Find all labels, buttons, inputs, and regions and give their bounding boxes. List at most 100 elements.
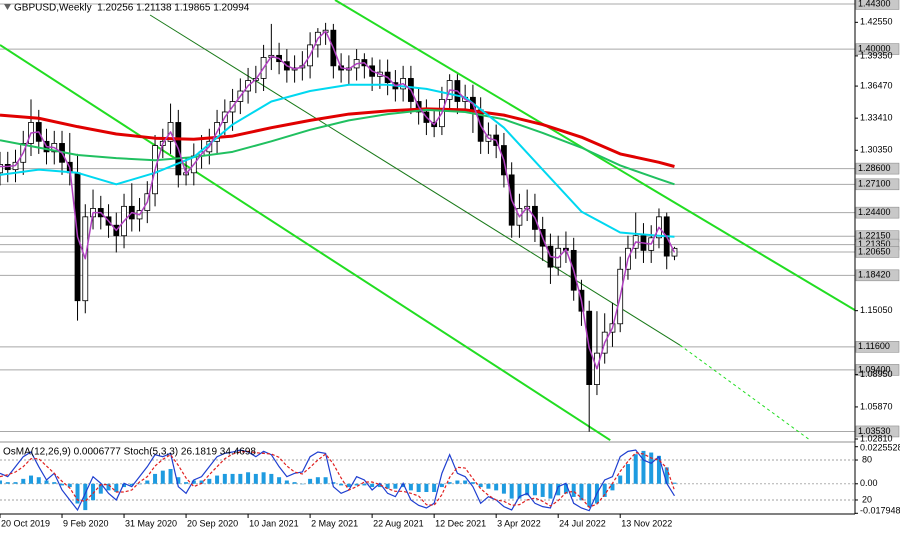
level-label: 1.44300 — [858, 0, 891, 8]
osma-bar — [308, 478, 313, 484]
osma-bar — [207, 478, 212, 484]
y-tick-label: 1.33410 — [860, 113, 893, 123]
osma-bar — [370, 483, 375, 488]
level-box — [855, 162, 900, 175]
osma-bar — [439, 483, 444, 488]
x-tick-label: 10 Jan 2021 — [249, 518, 299, 528]
osma-bar — [145, 480, 150, 484]
level-label: 1.40000 — [858, 43, 891, 53]
osma-bar — [168, 468, 173, 484]
level-box — [855, 178, 900, 191]
osma-bar — [517, 483, 522, 499]
level-box — [855, 341, 900, 353]
osma-bar — [277, 477, 282, 484]
level-box — [855, 0, 900, 10]
x-tick-label: 20 Oct 2019 — [1, 518, 50, 528]
x-tick-label: 31 May 2020 — [125, 518, 177, 528]
level-label: 1.24400 — [858, 207, 891, 217]
osma-bar — [625, 464, 630, 484]
osma-bar — [315, 477, 320, 484]
osma-bar — [401, 483, 406, 488]
osma-bar — [339, 483, 344, 486]
osma-bar — [137, 483, 142, 485]
moving-average — [0, 108, 675, 186]
level-label: 1.27100 — [858, 179, 891, 189]
osma-bar — [548, 483, 553, 499]
indicator-title: OsMA(12,26,9) 0.0006777 Stoch(5,3,3) 26.… — [3, 447, 256, 458]
osma-bar — [44, 480, 49, 484]
osma-bar — [556, 483, 561, 496]
osma-bar — [447, 482, 452, 484]
osma-bar — [331, 482, 336, 484]
osma-bar — [0, 480, 2, 484]
osma-bar — [501, 483, 506, 494]
level-label: 1.21350 — [858, 239, 891, 249]
osma-bar — [246, 472, 251, 484]
osma-bar — [191, 480, 196, 484]
osma-bar — [525, 483, 530, 496]
osma-bar — [269, 473, 274, 484]
osma-bar — [509, 483, 514, 499]
osma-bar — [424, 483, 429, 493]
level-label: 1.28600 — [858, 163, 891, 173]
osma-bar — [106, 483, 111, 491]
moving-average — [0, 83, 675, 238]
osma-bar — [587, 483, 592, 507]
osma-bar — [563, 483, 568, 494]
trend-line — [149, 14, 681, 346]
x-tick-label: 22 Aug 2021 — [373, 518, 424, 528]
osma-bar — [494, 483, 499, 491]
osma-bar — [98, 483, 103, 494]
osma-bar — [83, 483, 88, 511]
osma-bar — [253, 473, 258, 484]
level-box — [855, 425, 900, 438]
y-tick-label: 1.08950 — [860, 369, 893, 379]
osma-bar — [649, 452, 654, 484]
osma-bar — [261, 472, 266, 484]
level-label: 1.22150 — [858, 231, 891, 241]
osma-bar — [21, 478, 26, 484]
level-label: 1.11600 — [858, 341, 890, 351]
trend-line — [334, 0, 855, 312]
osma-bar — [75, 483, 80, 504]
osma-bar — [160, 470, 165, 484]
osma-bar — [416, 483, 421, 493]
stochastic-line — [0, 449, 675, 512]
y-tick-label: 1.05870 — [860, 401, 893, 411]
osma-bar — [215, 475, 220, 484]
osma-bar — [354, 483, 359, 486]
osma-bar — [114, 483, 119, 493]
osma-bar — [52, 482, 57, 484]
osma-bar — [36, 477, 41, 484]
y-tick-label: 1.36470 — [860, 80, 893, 90]
x-tick-label: 3 Apr 2022 — [497, 518, 541, 528]
osma-bar — [230, 473, 235, 484]
osma-bar — [362, 483, 367, 486]
osma-bar — [284, 480, 289, 484]
level-label: 1.09400 — [858, 364, 891, 374]
y2-tick-label: 80 — [862, 454, 872, 464]
osma-bar — [432, 483, 437, 493]
y-tick-label: 1.15050 — [860, 305, 893, 315]
level-box — [855, 206, 900, 219]
level-box — [855, 269, 900, 282]
level-label: 1.03530 — [858, 426, 891, 436]
osma-bar — [129, 483, 134, 486]
osma-bar — [153, 473, 158, 484]
moving-average — [0, 30, 676, 370]
x-tick-label: 24 Jul 2022 — [559, 518, 606, 528]
osma-bar — [176, 477, 181, 484]
candle-body — [0, 164, 3, 174]
x-tick-label: 2 May 2021 — [311, 518, 358, 528]
osma-bar — [571, 483, 576, 497]
level-box — [855, 246, 900, 258]
osma-bar — [184, 482, 189, 484]
y-tick-label: -0.017948 — [860, 505, 900, 515]
y-tick-label: 0.0225528 — [860, 442, 900, 452]
osma-bar — [5, 482, 10, 484]
osma-bar — [393, 483, 398, 489]
x-tick-label: 13 Nov 2022 — [621, 518, 672, 528]
osma-bar — [199, 480, 204, 484]
